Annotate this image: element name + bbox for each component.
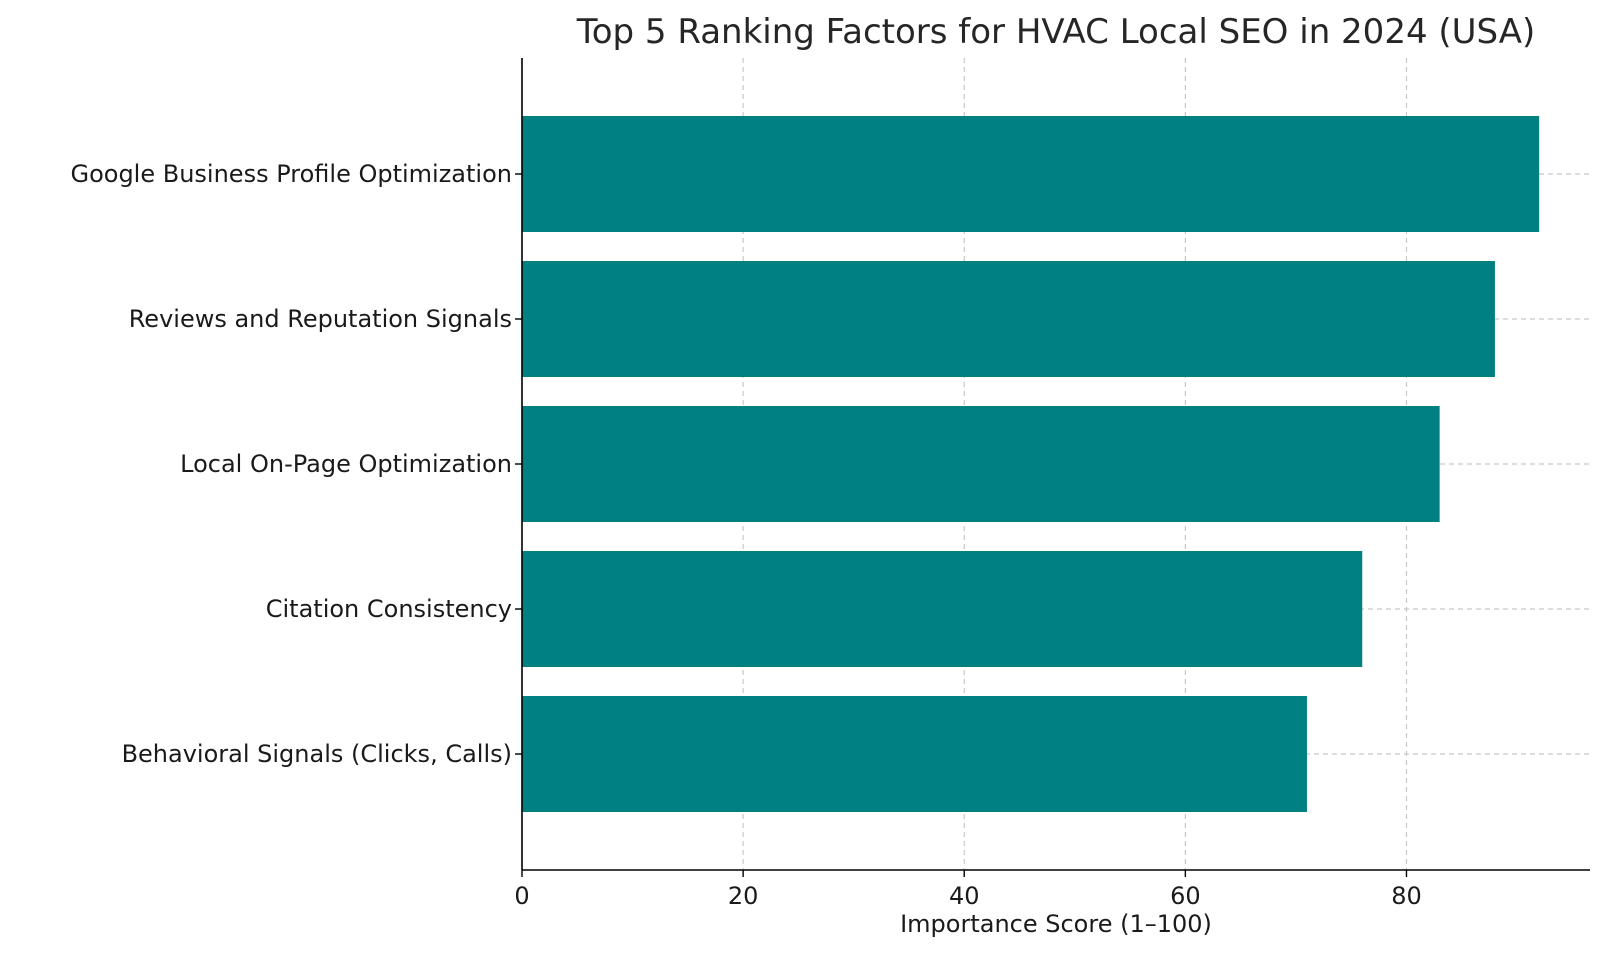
- bar: [522, 406, 1440, 522]
- y-tick-label: Google Business Profile Optimization: [70, 160, 512, 188]
- y-tick-label: Local On-Page Optimization: [180, 450, 512, 478]
- bar: [522, 261, 1495, 377]
- y-tick-label: Citation Consistency: [266, 595, 512, 623]
- x-tick-label: 60: [1170, 882, 1201, 910]
- bars: [522, 116, 1540, 812]
- x-tick-label: 0: [514, 882, 529, 910]
- y-tick-label: Behavioral Signals (Clicks, Calls): [122, 740, 512, 768]
- x-tick-label: 80: [1391, 882, 1422, 910]
- axes: [515, 58, 1590, 877]
- x-tick-labels: 0 20 40 60 80: [514, 882, 1421, 910]
- bar: [522, 116, 1540, 232]
- bar: [522, 696, 1307, 812]
- x-tick-label: 40: [949, 882, 980, 910]
- chart-title: Top 5 Ranking Factors for HVAC Local SEO…: [576, 12, 1536, 52]
- y-tick-label: Reviews and Reputation Signals: [129, 305, 512, 333]
- y-tick-labels: Google Business Profile Optimization Revi…: [70, 160, 512, 768]
- x-tick-label: 20: [728, 882, 759, 910]
- x-axis-label: Importance Score (1–100): [900, 910, 1212, 938]
- bar: [522, 551, 1363, 667]
